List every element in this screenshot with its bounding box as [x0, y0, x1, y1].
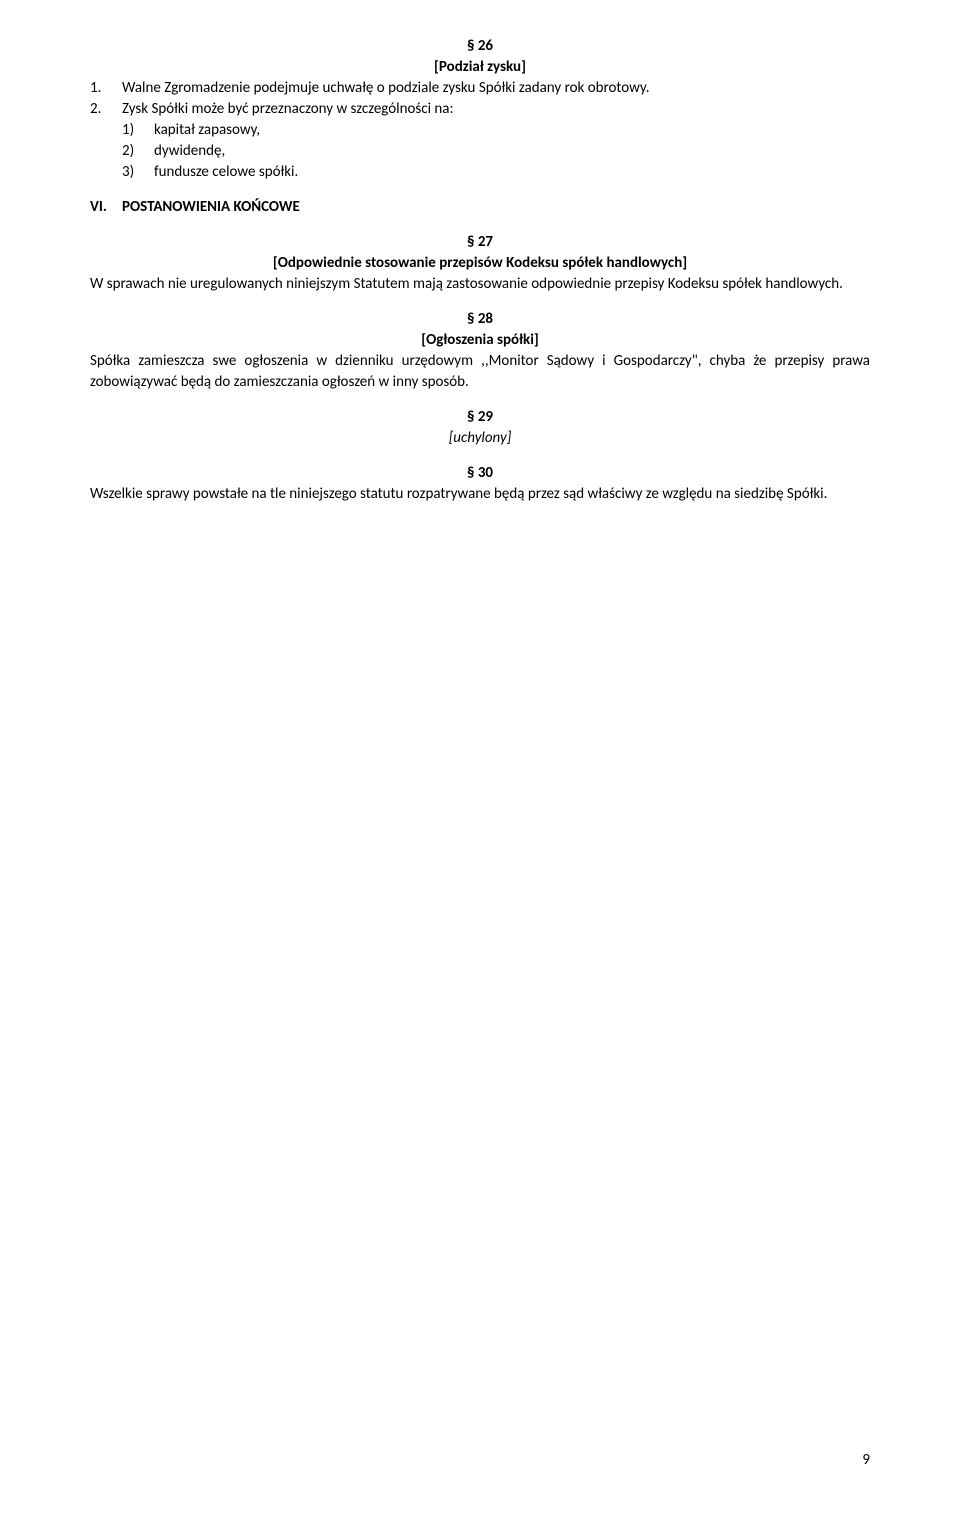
section-26-subitem-2: 2) dywidendę, [90, 141, 870, 162]
page-number: 9 [862, 1450, 870, 1471]
chapter-vi-heading: VI. POSTANOWIENIA KOŃCOWE [90, 197, 870, 218]
section-30-number: § 30 [90, 463, 870, 484]
section-28-body: Spółka zamieszcza swe ogłoszenia w dzien… [90, 351, 870, 393]
section-26-subitem-1: 1) kapitał zapasowy, [90, 120, 870, 141]
section-26-item-1: 1. Walne Zgromadzenie podejmuje uchwałę … [90, 78, 870, 99]
item-number: 1. [90, 78, 122, 99]
section-28-number: § 28 [90, 309, 870, 330]
section-26: § 26 [Podział zysku] 1. Walne Zgromadzen… [90, 36, 870, 183]
subitem-number: 1) [122, 120, 154, 141]
subitem-text: fundusze celowe spółki. [154, 162, 870, 183]
section-26-number: § 26 [90, 36, 870, 57]
subitem-text: dywidendę, [154, 141, 870, 162]
item-text: Zysk Spółki może być przeznaczony w szcz… [122, 99, 870, 120]
section-27-body: W sprawach nie uregulowanych niniejszym … [90, 274, 870, 295]
item-text: Walne Zgromadzenie podejmuje uchwałę o p… [122, 78, 870, 99]
chapter-number: VI. [90, 197, 122, 218]
subitem-number: 2) [122, 141, 154, 162]
section-29: § 29 [uchylony] [90, 407, 870, 449]
item-number: 2. [90, 99, 122, 120]
section-26-item-2: 2. Zysk Spółki może być przeznaczony w s… [90, 99, 870, 120]
section-28-title: [Ogłoszenia spółki] [90, 330, 870, 351]
section-29-number: § 29 [90, 407, 870, 428]
section-26-title: [Podział zysku] [90, 57, 870, 78]
section-27: § 27 [Odpowiednie stosowanie przepisów K… [90, 232, 870, 295]
section-28: § 28 [Ogłoszenia spółki] Spółka zamieszc… [90, 309, 870, 393]
section-27-number: § 27 [90, 232, 870, 253]
section-30-body: Wszelkie sprawy powstałe na tle niniejsz… [90, 484, 870, 505]
section-29-title: [uchylony] [90, 428, 870, 449]
subitem-number: 3) [122, 162, 154, 183]
chapter-title: POSTANOWIENIA KOŃCOWE [122, 197, 300, 218]
subitem-text: kapitał zapasowy, [154, 120, 870, 141]
section-27-title: [Odpowiednie stosowanie przepisów Kodeks… [90, 253, 870, 274]
section-26-subitem-3: 3) fundusze celowe spółki. [90, 162, 870, 183]
section-30: § 30 Wszelkie sprawy powstałe na tle nin… [90, 463, 870, 505]
